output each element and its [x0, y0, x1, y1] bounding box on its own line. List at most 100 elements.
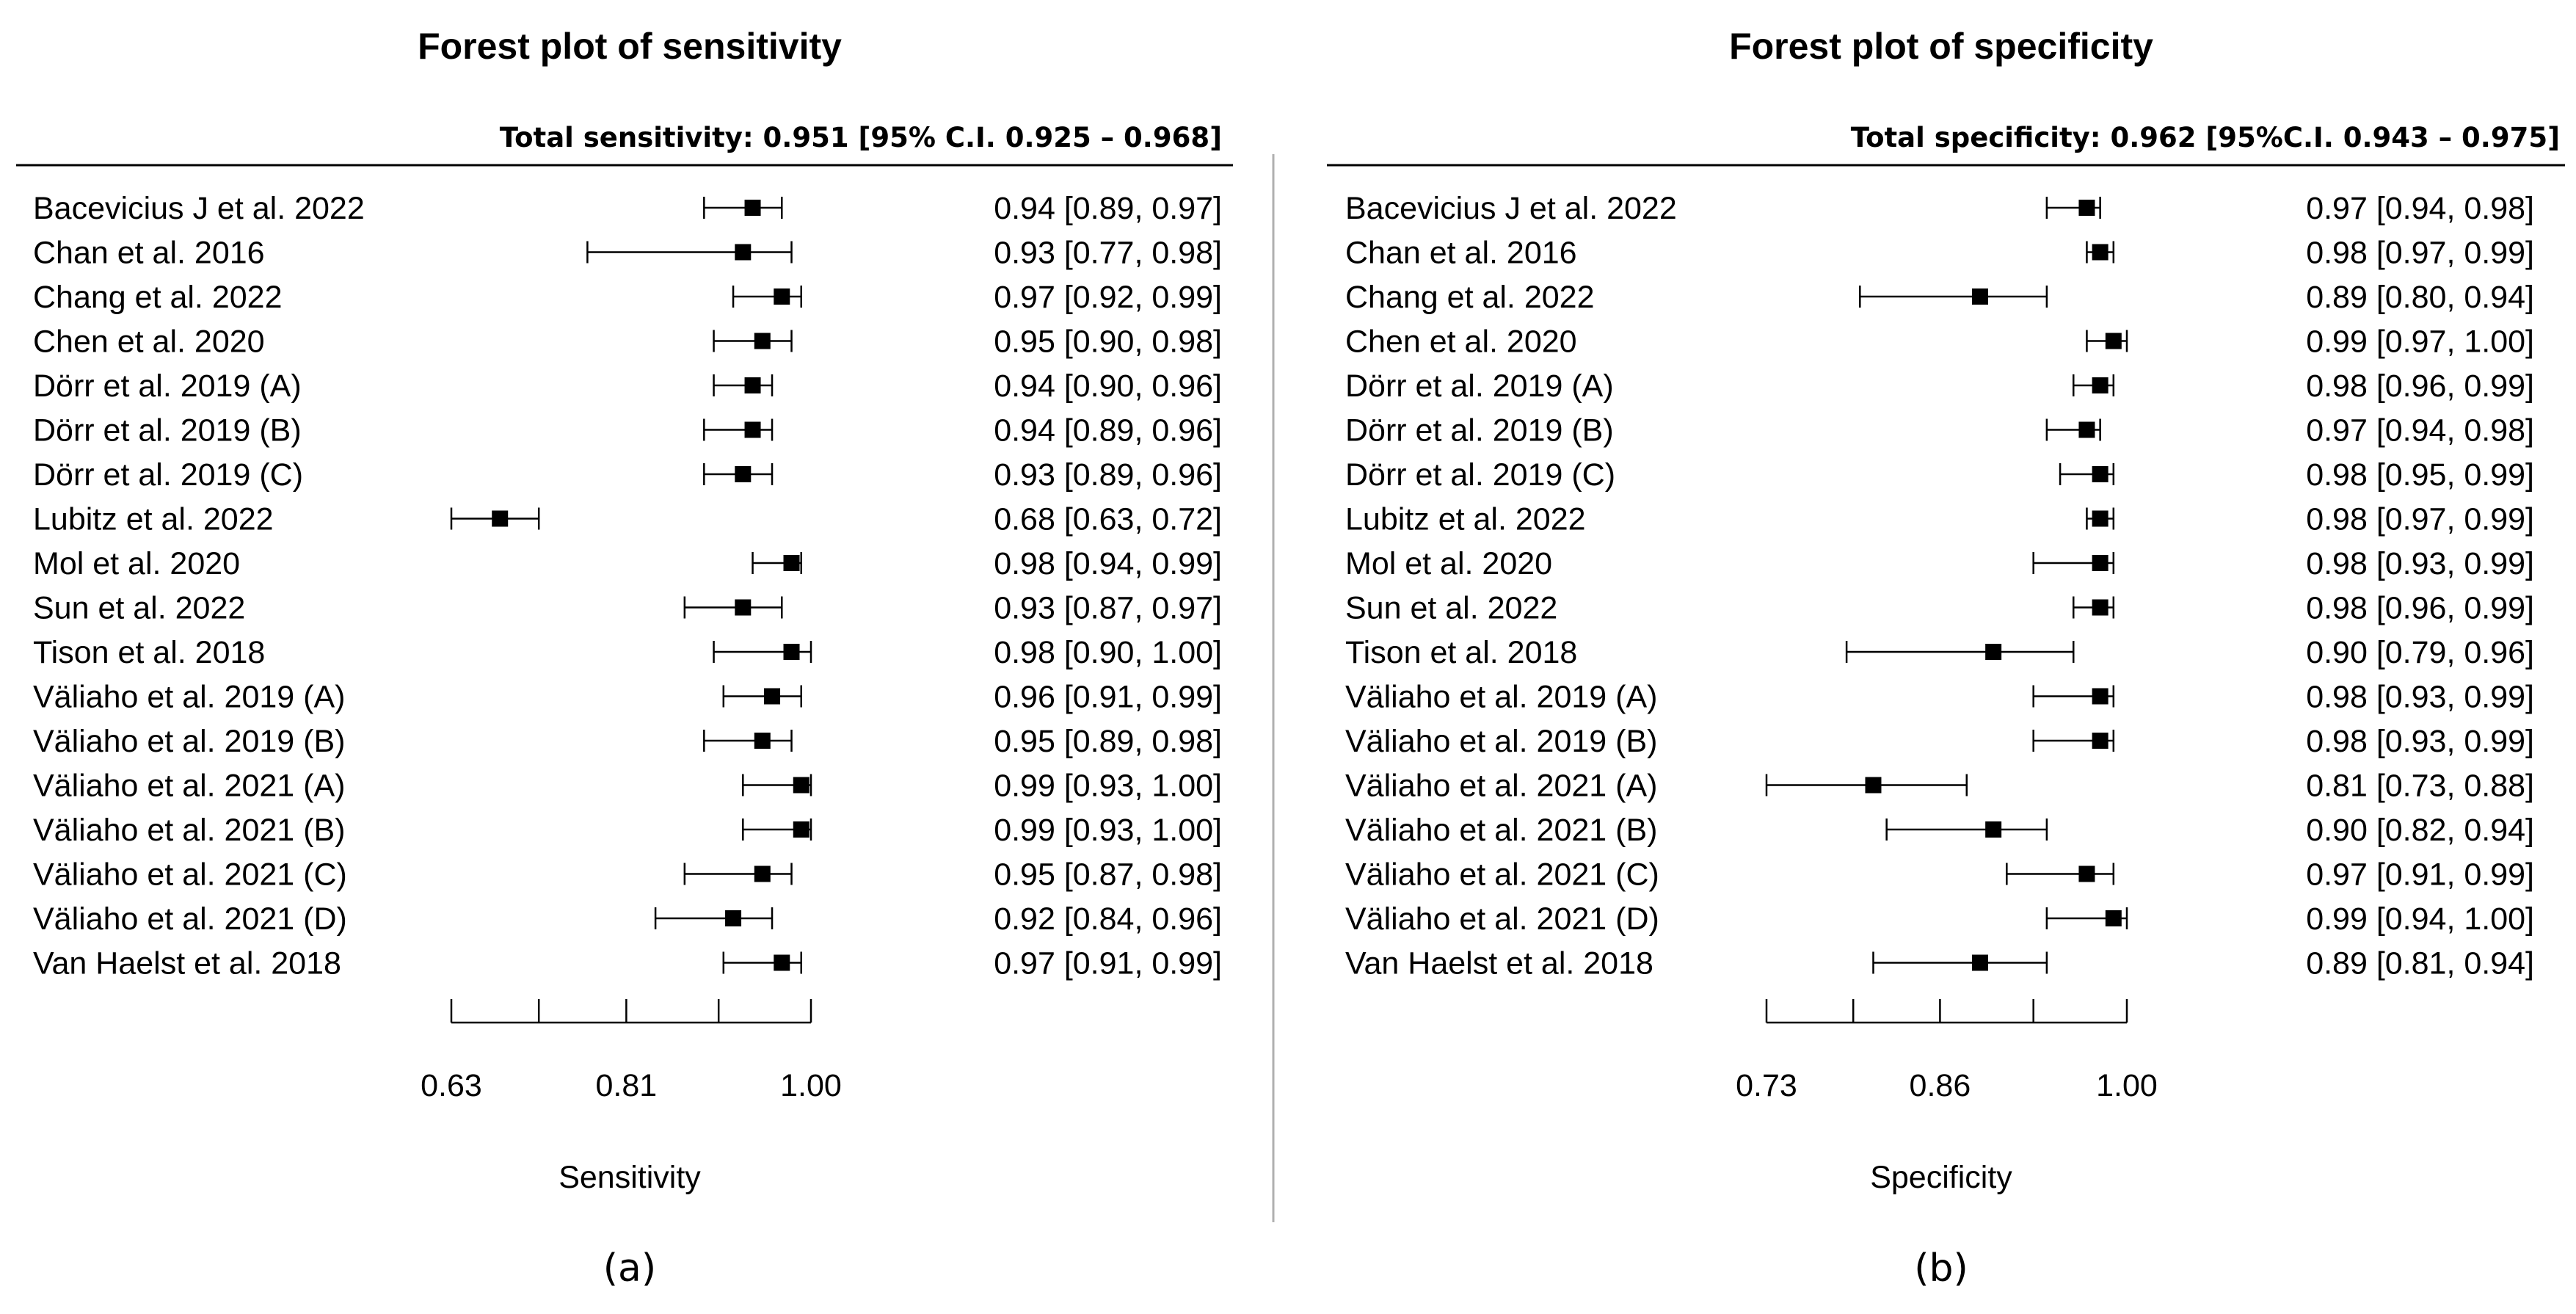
study-row: Lubitz et al. 2022 0.98 [0.97, 0.99]: [1345, 502, 2534, 537]
study-label: Väliaho et al. 2019 (B): [33, 724, 346, 759]
study-label: Mol et al. 2020: [33, 546, 240, 581]
point-estimate-marker: [754, 333, 771, 349]
estimate-text: 0.94 [0.90, 0.96]: [994, 369, 1222, 404]
point-estimate-marker: [1985, 644, 2002, 660]
study-label: Chen et al. 2020: [33, 324, 265, 360]
point-estimate-marker: [2105, 910, 2122, 926]
study-row: Väliaho et al. 2019 (B) 0.98 [0.93, 0.99]: [1345, 724, 2534, 759]
point-estimate-marker: [1971, 954, 1988, 971]
study-rows: Bacevicius J et al. 2022 0.97 [0.94, 0.98…: [1345, 191, 2534, 981]
point-estimate-marker: [2092, 733, 2109, 749]
study-label: Dörr et al. 2019 (B): [33, 413, 302, 449]
study-row: Chang et al. 2022 0.89 [0.80, 0.94]: [1345, 280, 2534, 315]
study-rows: Bacevicius J et al. 2022 0.94 [0.89, 0.97…: [33, 191, 1222, 981]
study-row: Väliaho et al. 2019 (B) 0.95 [0.89, 0.98]: [33, 724, 1222, 759]
point-estimate-marker: [2092, 510, 2109, 527]
study-row: Väliaho et al. 2019 (A) 0.98 [0.93, 0.99]: [1345, 680, 2534, 715]
study-label: Väliaho et al. 2021 (B): [1345, 813, 1658, 848]
estimate-text: 0.93 [0.77, 0.98]: [994, 236, 1222, 271]
tick-label: 1.00: [780, 1068, 842, 1103]
study-row: Väliaho et al. 2019 (A) 0.96 [0.91, 0.99]: [33, 680, 1222, 715]
study-label: Väliaho et al. 2021 (A): [1345, 769, 1658, 804]
point-estimate-marker: [2092, 599, 2109, 616]
point-estimate-marker: [2078, 200, 2095, 216]
estimate-text: 0.97 [0.94, 0.98]: [2306, 413, 2534, 449]
study-row: Dörr et al. 2019 (A) 0.98 [0.96, 0.99]: [1345, 369, 2534, 404]
tick-label: 0.73: [1736, 1068, 1797, 1103]
x-axis: 0.63 0.81 1.00: [421, 999, 842, 1103]
estimate-text: 0.98 [0.93, 0.99]: [2306, 546, 2534, 581]
point-estimate-marker: [774, 288, 790, 305]
estimate-text: 0.98 [0.94, 0.99]: [994, 546, 1222, 581]
study-row: Väliaho et al. 2021 (C) 0.97 [0.91, 0.99]: [1345, 857, 2534, 893]
point-estimate-marker: [764, 688, 781, 705]
study-label: Lubitz et al. 2022: [1345, 502, 1586, 537]
estimate-text: 0.95 [0.89, 0.98]: [994, 724, 1222, 759]
point-estimate-marker: [793, 777, 809, 794]
estimate-text: 0.99 [0.93, 1.00]: [994, 813, 1222, 848]
point-estimate-marker: [783, 555, 800, 571]
study-label: Väliaho et al. 2019 (A): [33, 680, 346, 715]
study-row: Sun et al. 2022 0.98 [0.96, 0.99]: [1345, 591, 2534, 626]
point-estimate-marker: [2078, 421, 2095, 438]
estimate-text: 0.93 [0.89, 0.96]: [994, 457, 1222, 493]
study-row: Väliaho et al. 2021 (B) 0.90 [0.82, 0.94]: [1345, 813, 2534, 848]
estimate-text: 0.97 [0.94, 0.98]: [2306, 191, 2534, 226]
point-estimate-marker: [754, 733, 771, 749]
panel-caption: (a): [603, 1246, 656, 1291]
estimate-text: 0.98 [0.95, 0.99]: [2306, 457, 2534, 493]
study-label: Mol et al. 2020: [1345, 546, 1552, 581]
point-estimate-marker: [744, 200, 761, 216]
x-axis-label: Sensitivity: [559, 1160, 701, 1195]
estimate-text: 0.98 [0.93, 0.99]: [2306, 724, 2534, 759]
estimate-text: 0.89 [0.80, 0.94]: [2306, 280, 2534, 315]
study-label: Väliaho et al. 2021 (C): [1345, 857, 1659, 893]
study-row: Chen et al. 2020 0.95 [0.90, 0.98]: [33, 324, 1222, 360]
plot-title: Forest plot of sensitivity: [418, 26, 842, 67]
study-label: Tison et al. 2018: [33, 635, 265, 670]
estimate-text: 0.94 [0.89, 0.97]: [994, 191, 1222, 226]
study-label: Van Haelst et al. 2018: [1345, 946, 1653, 981]
study-row: Chang et al. 2022 0.97 [0.92, 0.99]: [33, 280, 1222, 315]
study-label: Sun et al. 2022: [33, 591, 245, 626]
study-row: Tison et al. 2018 0.98 [0.90, 1.00]: [33, 635, 1222, 670]
study-row: Chan et al. 2016 0.98 [0.97, 0.99]: [1345, 236, 2534, 271]
study-row: Sun et al. 2022 0.93 [0.87, 0.97]: [33, 591, 1222, 626]
summary-text: Total specificity: 0.962 [95%C.I. 0.943 …: [1851, 122, 2560, 153]
study-row: Väliaho et al. 2021 (A) 0.99 [0.93, 1.00]: [33, 769, 1222, 804]
estimate-text: 0.94 [0.89, 0.96]: [994, 413, 1222, 449]
study-row: Väliaho et al. 2021 (B) 0.99 [0.93, 1.00]: [33, 813, 1222, 848]
study-row: Tison et al. 2018 0.90 [0.79, 0.96]: [1345, 635, 2534, 670]
point-estimate-marker: [2092, 244, 2109, 261]
point-estimate-marker: [1865, 777, 1882, 794]
point-estimate-marker: [2078, 865, 2095, 882]
study-label: Chang et al. 2022: [1345, 280, 1595, 315]
estimate-text: 0.96 [0.91, 0.99]: [994, 680, 1222, 715]
point-estimate-marker: [774, 954, 790, 971]
estimate-text: 0.97 [0.91, 0.99]: [994, 946, 1222, 981]
study-row: Dörr et al. 2019 (A) 0.94 [0.90, 0.96]: [33, 369, 1222, 404]
panel-caption: (b): [1914, 1246, 1968, 1291]
study-label: Väliaho et al. 2021 (D): [1345, 901, 1659, 937]
point-estimate-marker: [1971, 288, 1988, 305]
study-row: Chan et al. 2016 0.93 [0.77, 0.98]: [33, 236, 1222, 271]
estimate-text: 0.89 [0.81, 0.94]: [2306, 946, 2534, 981]
estimate-text: 0.95 [0.90, 0.98]: [994, 324, 1222, 360]
estimate-text: 0.99 [0.97, 1.00]: [2306, 324, 2534, 360]
study-row: Mol et al. 2020 0.98 [0.94, 0.99]: [33, 546, 1222, 581]
study-label: Bacevicius J et al. 2022: [33, 191, 365, 226]
point-estimate-marker: [2092, 555, 2109, 571]
study-row: Bacevicius J et al. 2022 0.97 [0.94, 0.98…: [1345, 191, 2534, 226]
point-estimate-marker: [2092, 688, 2109, 705]
point-estimate-marker: [744, 377, 761, 393]
estimate-text: 0.93 [0.87, 0.97]: [994, 591, 1222, 626]
study-label: Lubitz et al. 2022: [33, 502, 274, 537]
x-axis-label: Specificity: [1870, 1160, 2012, 1195]
study-label: Dörr et al. 2019 (B): [1345, 413, 1614, 449]
estimate-text: 0.97 [0.91, 0.99]: [2306, 857, 2534, 893]
estimate-text: 0.90 [0.82, 0.94]: [2306, 813, 2534, 848]
study-row: Väliaho et al. 2021 (D) 0.92 [0.84, 0.96]: [33, 901, 1222, 937]
study-label: Bacevicius J et al. 2022: [1345, 191, 1677, 226]
point-estimate-marker: [735, 244, 752, 261]
